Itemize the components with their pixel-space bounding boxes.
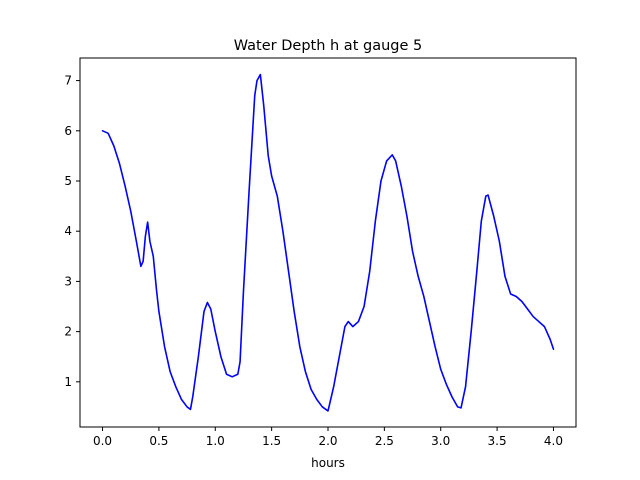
y-tick-label: 3 (64, 274, 72, 288)
series-layer (101, 73, 555, 412)
y-tick-label: 2 (64, 325, 72, 339)
x-axis-label: hours (311, 456, 345, 470)
x-tick-label: 2.0 (318, 434, 337, 448)
x-tick-label: 4.0 (544, 434, 563, 448)
y-tick-label: 5 (64, 174, 72, 188)
x-tick-label: 3.0 (431, 434, 450, 448)
plot-area (80, 58, 576, 427)
x-tick-label: 2.5 (375, 434, 394, 448)
x-tick-label: 1.0 (206, 434, 225, 448)
x-tick-label: 0.0 (93, 434, 112, 448)
y-axis: 1 2 3 4 5 6 7 (64, 74, 80, 389)
chart-title: Water Depth h at gauge 5 (234, 38, 422, 54)
x-tick-label: 1.5 (262, 434, 281, 448)
x-tick-label: 3.5 (488, 434, 507, 448)
y-tick-label: 4 (64, 224, 72, 238)
y-tick-label: 1 (64, 375, 72, 389)
x-axis: 0.0 0.5 1.0 1.5 2.0 2.5 3.0 3.5 4.0 (93, 427, 563, 448)
series-line (101, 73, 555, 412)
y-tick-label: 6 (64, 124, 72, 138)
x-tick-label: 0.5 (149, 434, 168, 448)
y-tick-label: 7 (64, 74, 72, 88)
